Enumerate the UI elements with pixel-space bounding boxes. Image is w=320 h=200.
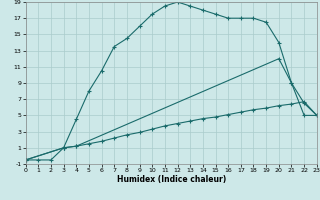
X-axis label: Humidex (Indice chaleur): Humidex (Indice chaleur)	[116, 175, 226, 184]
